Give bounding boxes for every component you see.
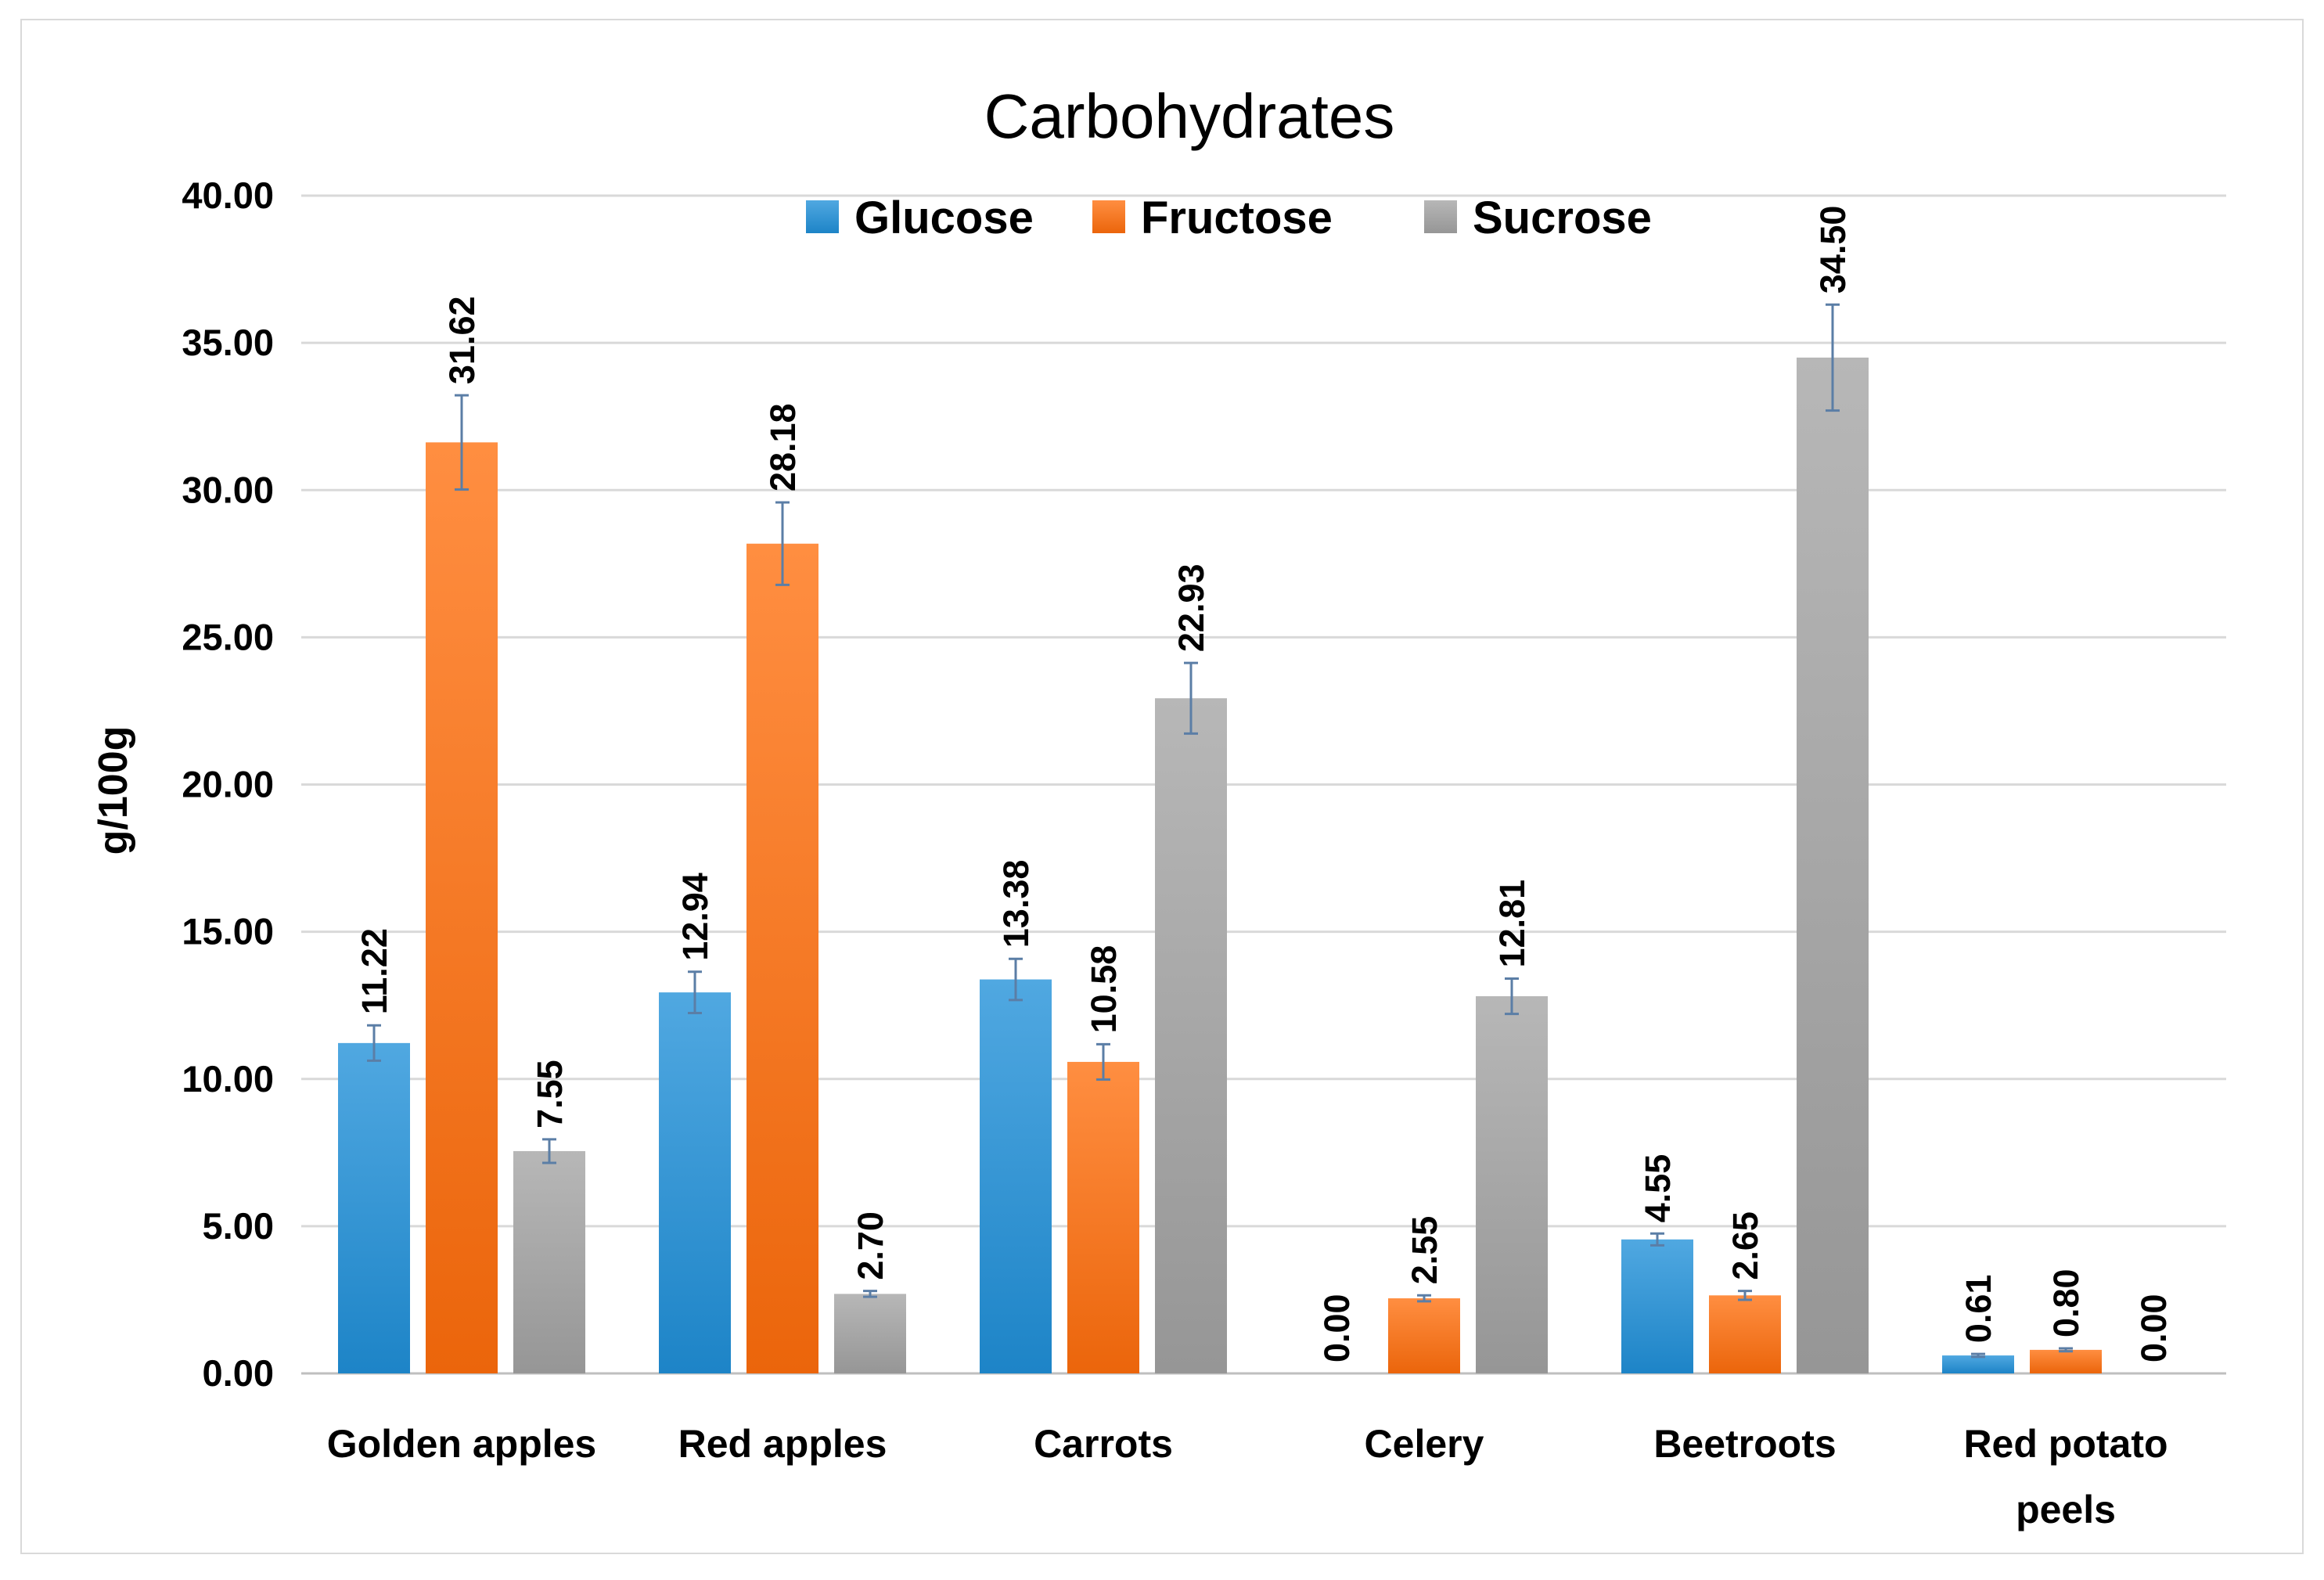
data-label-sucrose-beetroots: 34.50 [1813, 206, 1853, 294]
legend-label-sucrose: Sucrose [1473, 193, 1652, 243]
data-label-glucose-red-apples: 12.94 [675, 873, 715, 961]
bar-glucose-red-potato-peels [1942, 1355, 2014, 1373]
data-label-fructose-golden-apples: 31.62 [442, 296, 482, 384]
data-label-glucose-carrots: 13.38 [996, 860, 1036, 948]
error-bar-sucrose-golden-apples [542, 1138, 556, 1164]
error-bar-sucrose-carrots [1184, 661, 1198, 735]
error-bar-sucrose-red-apples [863, 1290, 877, 1298]
bar-glucose-red-apples [659, 992, 731, 1373]
y-tick-label: 10.00 [182, 1058, 274, 1100]
x-category-label: Golden apples [327, 1422, 597, 1466]
legend-label-glucose: Glucose [854, 193, 1034, 243]
data-label-fructose-beetroots: 2.65 [1725, 1211, 1765, 1280]
legend: Glucose Fructose Sucrose [806, 193, 1652, 243]
legend-swatch-glucose [806, 200, 839, 233]
bar-sucrose-red-apples [834, 1294, 906, 1373]
chart-title: Carbohydrates [984, 81, 1395, 151]
y-tick-label: 35.00 [182, 322, 274, 363]
error-bar-fructose-carrots [1096, 1042, 1110, 1082]
error-bar-fructose-golden-apples [455, 394, 469, 491]
bar-fructose-red-apples [746, 543, 818, 1373]
data-label-fructose-celery: 2.55 [1405, 1216, 1444, 1285]
y-tick-label: 30.00 [182, 469, 274, 510]
data-label-sucrose-golden-apples: 7.55 [530, 1060, 570, 1128]
legend-swatch-sucrose [1424, 200, 1457, 233]
gridlines [301, 194, 2226, 1375]
error-bars [367, 303, 2073, 1359]
bar-fructose-beetroots [1709, 1295, 1781, 1373]
bar-fructose-red-potato-peels [2030, 1349, 2102, 1373]
legend-swatch-fructose [1092, 200, 1125, 233]
data-label-fructose-red-apples: 28.18 [763, 403, 803, 491]
x-category-label: Celery [1365, 1422, 1484, 1466]
x-category-label: Red potato [1963, 1422, 2168, 1466]
y-tick-label: 5.00 [203, 1205, 274, 1247]
error-bar-sucrose-beetroots [1826, 303, 1840, 412]
y-tick-label: 20.00 [182, 764, 274, 805]
error-bar-glucose-red-potato-peels [1971, 1352, 1985, 1359]
error-bar-glucose-red-apples [688, 970, 702, 1014]
x-axis-categories: Golden apples Red apples Carrots Celery Beet… [327, 1422, 2168, 1531]
data-label-glucose-red-potato-peels: 0.61 [1959, 1275, 1998, 1344]
legend-label-fructose: Fructose [1141, 193, 1333, 243]
bars [338, 357, 2102, 1373]
data-labels: 11.22 12.94 13.38 0.00 4.55 0.61 31.62 28.18 10.… [354, 206, 2174, 1362]
data-label-glucose-beetroots: 4.55 [1638, 1154, 1678, 1223]
x-category-label: Red apples [678, 1422, 887, 1466]
bar-fructose-carrots [1067, 1061, 1139, 1373]
y-tick-label: 40.00 [182, 175, 274, 216]
data-label-sucrose-red-apples: 2.70 [851, 1211, 890, 1280]
data-label-glucose-celery: 0.00 [1317, 1294, 1357, 1362]
y-tick-label: 0.00 [203, 1352, 274, 1394]
bar-fructose-celery [1388, 1298, 1460, 1373]
x-category-label: Carrots [1034, 1422, 1173, 1466]
error-bar-fructose-red-apples [775, 501, 790, 586]
bar-sucrose-beetroots [1797, 357, 1869, 1373]
error-bar-glucose-golden-apples [367, 1024, 381, 1062]
bar-sucrose-golden-apples [513, 1150, 585, 1373]
error-bar-fructose-celery [1417, 1294, 1431, 1303]
bar-sucrose-carrots [1155, 698, 1227, 1373]
bar-sucrose-celery [1476, 996, 1548, 1373]
bar-fructose-golden-apples [426, 442, 498, 1373]
x-category-label: Beetroots [1653, 1422, 1836, 1466]
x-category-label: peels [2016, 1488, 2116, 1531]
error-bar-glucose-carrots [1009, 957, 1023, 1002]
y-axis-ticks: 0.00 5.00 10.00 15.00 20.00 25.00 30.00 35.00 40… [182, 175, 274, 1394]
bar-glucose-beetroots [1621, 1239, 1693, 1373]
data-label-sucrose-carrots: 22.93 [1171, 563, 1211, 652]
y-tick-label: 15.00 [182, 911, 274, 952]
error-bar-glucose-beetroots [1650, 1232, 1664, 1247]
data-label-fructose-carrots: 10.58 [1084, 945, 1124, 1034]
error-bar-fructose-red-potato-peels [2059, 1347, 2073, 1353]
bar-glucose-carrots [980, 979, 1052, 1373]
y-tick-label: 25.00 [182, 616, 274, 657]
data-label-sucrose-celery: 12.81 [1492, 880, 1532, 968]
error-bar-fructose-beetroots [1738, 1290, 1752, 1301]
y-axis-label: g/100g [91, 726, 136, 855]
data-label-fructose-red-potato-peels: 0.80 [2046, 1269, 2086, 1337]
error-bar-sucrose-celery [1505, 977, 1519, 1016]
data-label-sucrose-red-potato-peels: 0.00 [2134, 1294, 2174, 1362]
bar-glucose-golden-apples [338, 1042, 410, 1373]
data-label-glucose-golden-apples: 11.22 [354, 928, 394, 1014]
